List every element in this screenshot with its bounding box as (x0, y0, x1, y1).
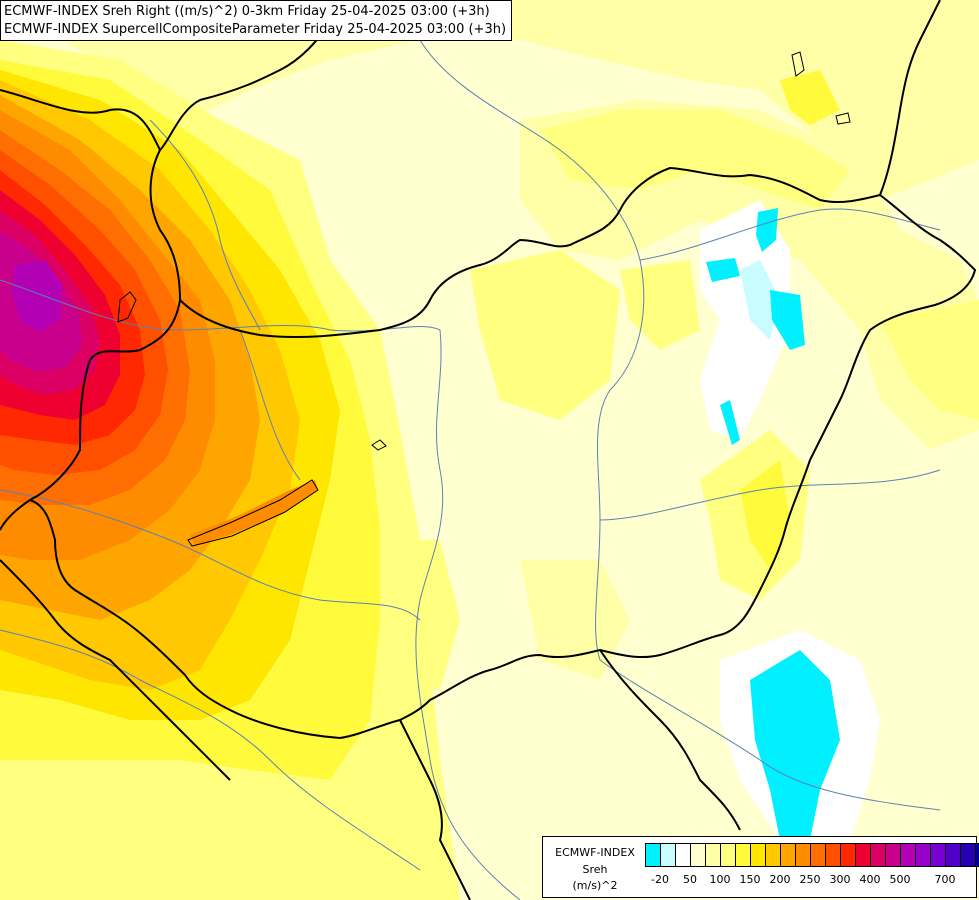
title-line-1: ECMWF-INDEX Sreh Right ((m/s)^2) 0-3km F… (4, 4, 490, 19)
legend-swatch-22 (976, 844, 979, 866)
legend-swatch-7 (751, 844, 766, 866)
title-line-2: ECMWF-INDEX SupercellCompositeParameter … (4, 22, 507, 37)
legend-tick-label: 100 (709, 873, 731, 886)
legend-swatch-10 (796, 844, 811, 866)
legend-ticks: -20 50 100 150 200 250 300 400 500 700 (645, 873, 975, 889)
legend-tick-label: 150 (739, 873, 761, 886)
legend-tick-label: 400 (859, 873, 881, 886)
legend-swatch-0 (646, 844, 661, 866)
legend-swatch-19 (931, 844, 946, 866)
legend-swatch-15 (871, 844, 886, 866)
legend-tick-label: 50 (683, 873, 697, 886)
rivers (0, 39, 941, 900)
legend-tick-label: 500 (889, 873, 911, 886)
legend-unit: (m/s)^2 (572, 879, 618, 892)
legend-swatch-12 (826, 844, 841, 866)
legend-swatch-11 (811, 844, 826, 866)
legend-swatch-16 (886, 844, 901, 866)
legend-tick-label: 200 (769, 873, 791, 886)
legend-model: ECMWF-INDEX (555, 846, 635, 859)
legend-swatches (645, 843, 979, 867)
legend-swatch-1 (661, 844, 676, 866)
legend-parameter: Sreh (582, 863, 608, 876)
legend-tick-label: 300 (829, 873, 851, 886)
legend-tick-label: 250 (799, 873, 821, 886)
legend-swatch-14 (856, 844, 871, 866)
legend-swatch-4 (706, 844, 721, 866)
legend-swatch-20 (946, 844, 961, 866)
legend-swatch-13 (841, 844, 856, 866)
legend-swatch-8 (766, 844, 781, 866)
legend-tick-label: -20 (651, 873, 669, 886)
color-legend: ECMWF-INDEX Sreh (m/s)^2 -20 50 100 150 200 2… (542, 836, 979, 898)
legend-swatch-6 (736, 844, 751, 866)
lakes (117, 51, 851, 547)
legend-swatch-17 (901, 844, 916, 866)
map-title-box: ECMWF-INDEX Sreh Right ((m/s)^2) 0-3km F… (0, 0, 512, 41)
legend-tick-label: 700 (934, 873, 956, 886)
legend-swatch-5 (721, 844, 736, 866)
legend-swatch-2 (676, 844, 691, 866)
legend-swatch-21 (961, 844, 976, 866)
legend-swatch-18 (916, 844, 931, 866)
legend-swatch-9 (781, 844, 796, 866)
legend-swatch-3 (691, 844, 706, 866)
